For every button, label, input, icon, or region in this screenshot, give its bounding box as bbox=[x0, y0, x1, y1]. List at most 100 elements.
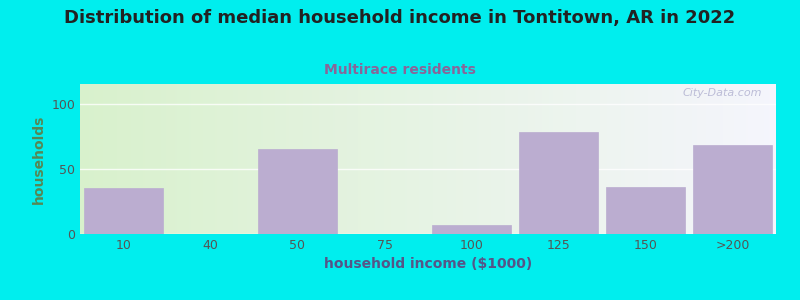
Bar bbox=[119, 84, 122, 234]
Bar bbox=[690, 84, 693, 234]
Bar bbox=[379, 84, 382, 234]
Bar bbox=[138, 84, 140, 234]
Bar bbox=[351, 84, 354, 234]
Bar bbox=[302, 84, 305, 234]
Bar bbox=[98, 84, 101, 234]
Bar bbox=[140, 84, 142, 234]
Bar bbox=[266, 84, 268, 234]
Bar bbox=[493, 84, 495, 234]
Bar bbox=[166, 84, 168, 234]
Bar bbox=[650, 84, 653, 234]
Bar bbox=[771, 84, 774, 234]
Bar bbox=[616, 84, 618, 234]
Bar bbox=[131, 84, 134, 234]
Bar bbox=[161, 84, 163, 234]
Bar bbox=[206, 84, 208, 234]
Bar bbox=[774, 84, 776, 234]
Bar bbox=[106, 84, 108, 234]
Bar bbox=[722, 84, 725, 234]
Bar bbox=[523, 84, 526, 234]
Bar bbox=[672, 84, 674, 234]
Bar bbox=[168, 84, 170, 234]
Bar bbox=[618, 84, 621, 234]
Bar bbox=[430, 84, 433, 234]
Bar bbox=[412, 84, 414, 234]
Bar bbox=[124, 84, 126, 234]
Bar bbox=[400, 84, 402, 234]
Bar bbox=[386, 84, 389, 234]
Bar bbox=[639, 84, 642, 234]
Bar bbox=[366, 84, 368, 234]
Bar bbox=[694, 145, 772, 234]
Bar bbox=[282, 84, 284, 234]
Bar bbox=[514, 84, 516, 234]
Bar bbox=[421, 84, 423, 234]
Bar bbox=[240, 84, 242, 234]
Bar bbox=[222, 84, 224, 234]
Bar bbox=[533, 84, 534, 234]
Bar bbox=[84, 188, 162, 234]
Bar bbox=[198, 84, 201, 234]
Bar bbox=[173, 84, 175, 234]
Bar bbox=[270, 84, 273, 234]
Bar bbox=[565, 84, 567, 234]
Bar bbox=[328, 84, 330, 234]
Bar bbox=[766, 84, 769, 234]
Bar bbox=[686, 84, 688, 234]
Bar bbox=[254, 84, 256, 234]
Bar bbox=[500, 84, 502, 234]
Bar bbox=[317, 84, 319, 234]
Bar bbox=[201, 84, 203, 234]
Bar bbox=[609, 84, 611, 234]
Bar bbox=[214, 84, 217, 234]
Bar bbox=[683, 84, 686, 234]
Bar bbox=[449, 84, 451, 234]
Bar bbox=[136, 84, 138, 234]
Bar bbox=[273, 84, 275, 234]
Bar bbox=[134, 84, 136, 234]
Bar bbox=[544, 84, 546, 234]
Bar bbox=[238, 84, 240, 234]
Bar bbox=[326, 84, 328, 234]
Bar bbox=[126, 84, 129, 234]
Bar bbox=[511, 84, 514, 234]
Bar bbox=[642, 84, 644, 234]
Bar bbox=[681, 84, 683, 234]
Bar bbox=[694, 84, 697, 234]
Bar bbox=[423, 84, 426, 234]
Bar bbox=[755, 84, 758, 234]
Bar bbox=[354, 84, 356, 234]
Bar bbox=[644, 84, 646, 234]
Bar bbox=[279, 84, 282, 234]
Bar bbox=[521, 84, 523, 234]
Bar bbox=[117, 84, 119, 234]
Bar bbox=[507, 84, 509, 234]
Bar bbox=[769, 84, 771, 234]
Bar bbox=[670, 84, 671, 234]
Bar bbox=[212, 84, 214, 234]
Bar bbox=[518, 84, 521, 234]
Bar bbox=[699, 84, 702, 234]
Bar bbox=[442, 84, 444, 234]
Bar bbox=[537, 84, 539, 234]
Bar bbox=[433, 84, 435, 234]
Bar bbox=[583, 84, 586, 234]
Bar bbox=[231, 84, 233, 234]
Bar bbox=[688, 84, 690, 234]
Bar bbox=[697, 84, 699, 234]
Bar bbox=[370, 84, 372, 234]
Bar bbox=[402, 84, 405, 234]
Bar bbox=[495, 84, 498, 234]
Bar bbox=[467, 84, 470, 234]
Bar bbox=[558, 84, 560, 234]
Y-axis label: households: households bbox=[32, 114, 46, 204]
Bar bbox=[718, 84, 720, 234]
Bar bbox=[693, 84, 694, 234]
Bar bbox=[623, 84, 626, 234]
Bar bbox=[113, 84, 115, 234]
Bar bbox=[263, 84, 266, 234]
Bar bbox=[256, 84, 258, 234]
Bar bbox=[247, 84, 250, 234]
Bar bbox=[725, 84, 727, 234]
Bar bbox=[258, 84, 261, 234]
